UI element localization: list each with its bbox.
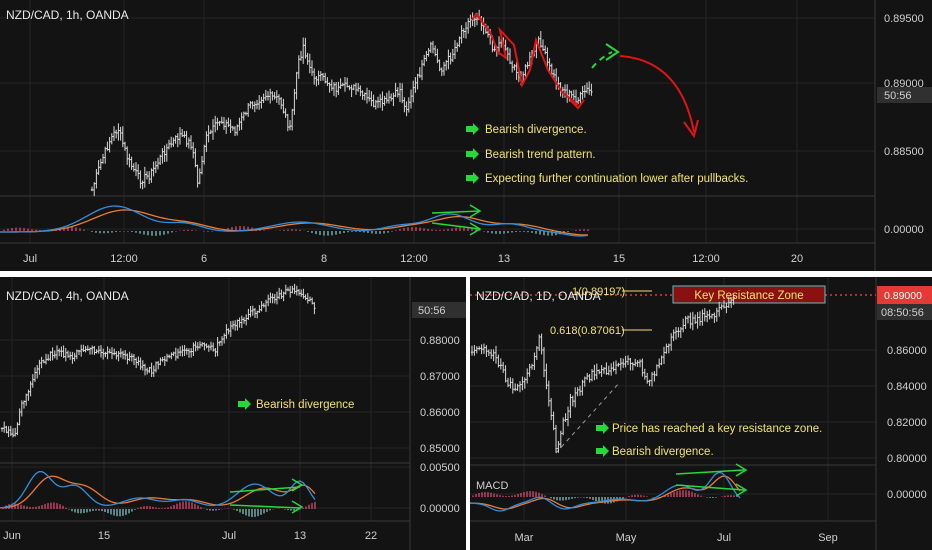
time-axis-4h-tick: 22 — [365, 530, 377, 542]
countdown-label: 08:50:56 — [881, 307, 924, 319]
indicator-axis-1d-tick: 0.00000 — [887, 489, 927, 501]
note-text-1h: Bearish divergence. — [485, 124, 587, 136]
divergence-arrow-top — [469, 204, 482, 218]
time-axis-4h-tick: Jul — [222, 530, 236, 542]
time-axis-1d-tick: May — [616, 532, 637, 544]
price-axis-4h-tick: 0.85000 — [420, 443, 460, 455]
macd-line — [0, 205, 589, 237]
price-axis-4h-tick: 0.86000 — [420, 407, 460, 419]
note-text-1d: Price has reached a key resistance zone. — [612, 423, 822, 435]
bullet-arrow-icon — [466, 172, 479, 184]
time-axis-4h-tick: 15 — [98, 530, 110, 542]
chart-title-4h: NZD/CAD, 4h, OANDA — [6, 289, 129, 303]
note-text-1d: Bearish divergence. — [612, 446, 714, 458]
downside-arrow-head — [683, 119, 699, 139]
indicator-axis-4h-tick: 0.00000 — [420, 503, 460, 515]
time-axis-1h-tick: 20 — [791, 253, 803, 265]
bullet-arrow-icon — [466, 123, 479, 135]
time-axis-1h-tick: 15 — [613, 253, 625, 265]
divergence-line-top — [675, 469, 745, 475]
bullet-arrow-icon — [466, 148, 479, 160]
divergence-arrow-bottom — [469, 222, 482, 236]
chart-panel-4h[interactable]: 0.88000 0.87000 0.86000 0.85000 0.00500 0.000… — [0, 277, 466, 550]
divergence-arrow-top — [291, 478, 304, 492]
bearish-zigzag-annotation — [475, 13, 579, 106]
bullet-arrow-icon — [596, 422, 609, 434]
price-axis-1d-tick: 0.86000 — [887, 345, 927, 357]
macd-signal-line — [0, 209, 589, 236]
note-text-4h: Bearish divergence — [256, 399, 354, 411]
chart-1d-canvas[interactable]: Key Resistance Zone 1(0.89197) 0.618(0.870… — [470, 277, 932, 550]
divergence-line-bottom — [431, 222, 481, 230]
fib-label-618: 0.618(0.87061) — [550, 325, 625, 337]
divergence-line-top — [229, 486, 301, 493]
divergence-line-bottom — [675, 484, 745, 491]
resistance-zone-box — [672, 285, 826, 304]
time-axis-1h-tick: 13 — [498, 253, 510, 265]
divergence-arrow-bottom — [735, 483, 748, 497]
price-axis-4h-tick: 0.88000 — [420, 335, 460, 347]
current-price-label-top: 0.89000 — [884, 290, 922, 302]
divergence-arrow-bottom — [291, 500, 304, 514]
time-axis-1d-tick: Sep — [818, 532, 838, 544]
time-axis-1h-tick: Jul — [23, 253, 37, 265]
chart-title-1d: NZD/CAD, 1D, OANDA — [476, 289, 601, 303]
time-axis-1d-tick: Jul — [717, 532, 731, 544]
macd-signal-line — [470, 475, 741, 510]
current-price-box-red — [877, 286, 932, 304]
price-axis-1d-tick: 0.84000 — [887, 381, 927, 393]
time-axis-1h-tick: 6 — [201, 253, 207, 265]
price-axis-1d-tick: 0.82000 — [887, 417, 927, 429]
fib-label-1: 1(0.89197) — [572, 286, 625, 298]
divergence-line-bottom — [229, 504, 301, 509]
chart-title-1h: NZD/CAD, 1h, OANDA — [6, 8, 129, 22]
price-axis-4h-tick: 0.87000 — [420, 371, 460, 383]
current-price-box — [877, 87, 932, 103]
time-axis-4h-tick: 13 — [294, 530, 306, 542]
current-price-label: 50:56 — [418, 305, 446, 317]
time-axis-4h-tick: Jun — [3, 530, 21, 542]
pullback-projection — [591, 51, 613, 69]
chart-panel-1h[interactable]: 0.89500 0.89000 0.88500 0.00000 50:56 Jul 12:0… — [0, 0, 932, 271]
bullet-arrow-icon — [238, 398, 251, 410]
macd-signal-line — [0, 475, 316, 509]
time-axis-1h-tick: 12:00 — [400, 253, 428, 265]
divergence-arrow-top — [735, 463, 748, 477]
note-text-1h: Expecting further continuation lower aft… — [485, 173, 748, 185]
price-axis-1h-tick: 0.89500 — [884, 13, 924, 25]
macd-line — [470, 471, 741, 512]
indicator-label: MACD — [476, 480, 508, 492]
time-axis-1h-tick: 12:00 — [692, 253, 720, 265]
macd-line — [0, 471, 316, 509]
pullback-arrow-head — [605, 43, 620, 61]
zigzag-arrow-end — [569, 99, 585, 110]
resistance-zone-label: Key Resistance Zone — [694, 290, 803, 302]
indicator-axis-4h-tick: 0.00500 — [420, 462, 460, 474]
time-axis-1h-tick: 12:00 — [110, 253, 138, 265]
chart-panel-1d[interactable]: Key Resistance Zone 1(0.89197) 0.618(0.870… — [470, 277, 932, 550]
current-price-box — [412, 302, 466, 318]
bullet-arrow-icon — [596, 445, 609, 457]
current-price-label: 50:56 — [884, 90, 912, 102]
divergence-line-top — [431, 210, 481, 214]
downside-projection — [619, 55, 695, 133]
price-axis-1d-tick: 0.80000 — [887, 453, 927, 465]
note-text-1h: Bearish trend pattern. — [485, 149, 596, 161]
time-axis-1h-tick: 8 — [321, 253, 327, 265]
price-axis-1h-tick: 0.88500 — [884, 146, 924, 158]
zigzag-arrow-start — [471, 12, 483, 21]
time-axis-1d-tick: Mar — [515, 532, 534, 544]
current-price-box — [877, 304, 932, 320]
chart-4h-canvas[interactable]: 0.88000 0.87000 0.86000 0.85000 0.00500 0.000… — [0, 277, 466, 550]
indicator-axis-1h-tick: 0.00000 — [884, 224, 924, 236]
